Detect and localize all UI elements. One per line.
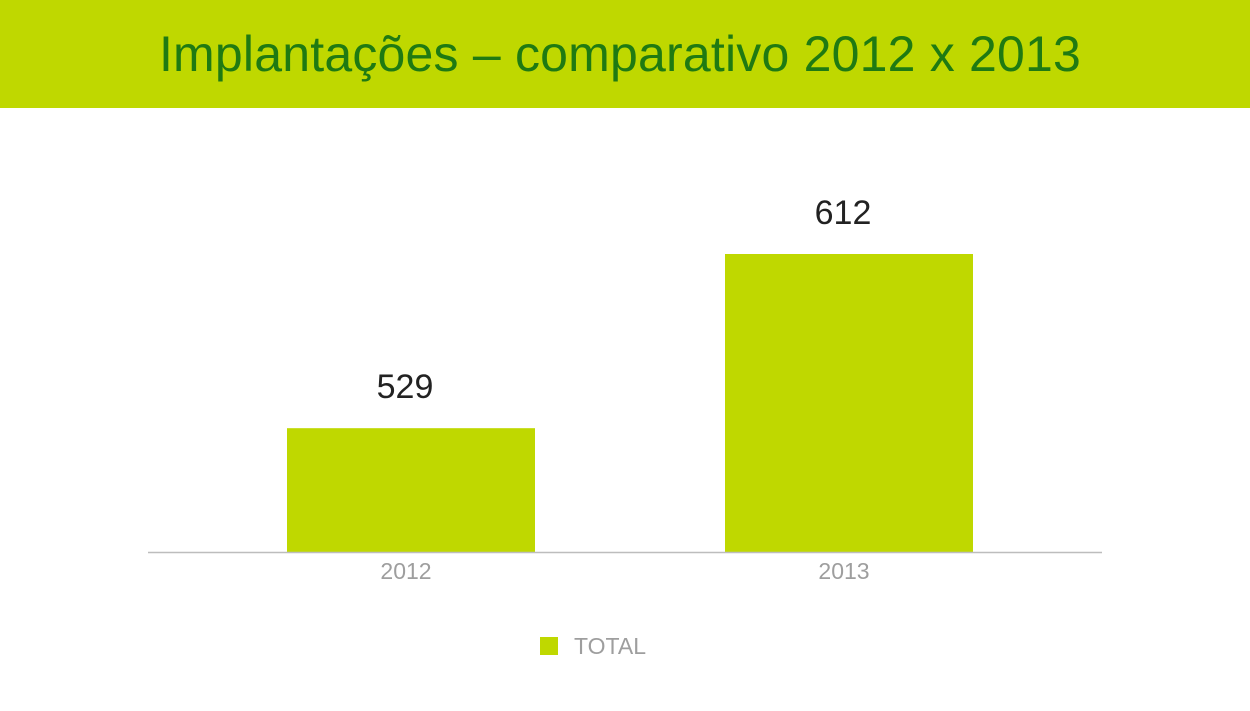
chart-title: Implantações – comparativo 2012 x 2013 [158, 26, 1082, 82]
legend-label-total: TOTAL [574, 633, 646, 659]
bar-chart: 529 2012 612 2013 TOTAL [148, 194, 1102, 659]
x-tick-label-2012: 2012 [380, 558, 431, 584]
x-tick-label-2013: 2013 [818, 558, 869, 584]
data-label-2012: 529 [377, 368, 434, 406]
bar-2013 [725, 254, 973, 552]
legend-swatch-total [540, 637, 558, 655]
bar-2012 [287, 428, 535, 552]
chart-area: 529 2012 612 2013 TOTAL [0, 108, 1250, 706]
data-label-2013: 612 [815, 194, 872, 232]
title-banner: Implantações – comparativo 2012 x 2013 [0, 0, 1250, 108]
